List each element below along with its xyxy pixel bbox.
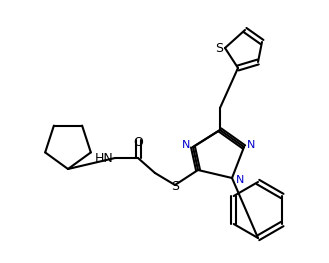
Text: N: N: [236, 175, 244, 185]
Text: S: S: [215, 43, 223, 55]
Text: N: N: [182, 140, 190, 150]
Text: N: N: [247, 140, 255, 150]
Text: O: O: [133, 136, 143, 149]
Text: S: S: [171, 180, 179, 194]
Text: HN: HN: [94, 151, 113, 164]
